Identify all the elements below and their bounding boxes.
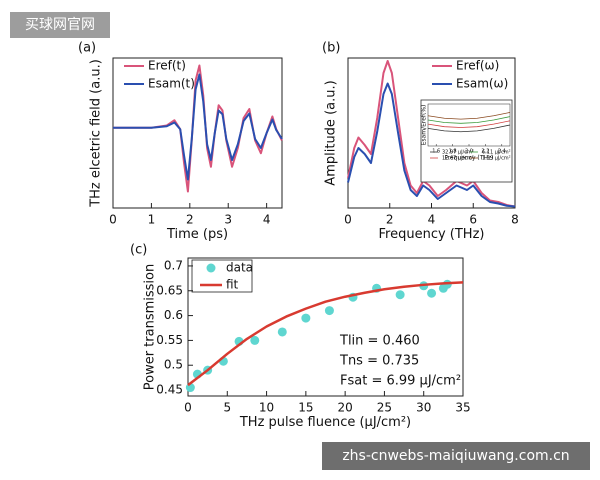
y-axis-title: Amplitude (a.u.) xyxy=(324,80,339,185)
data-point xyxy=(395,290,405,300)
legend-label: Esam(ω) xyxy=(456,77,508,91)
x-tick-label: 1 xyxy=(148,213,156,227)
x-tick-label: 2 xyxy=(386,213,394,227)
y-tick-label: 0.7 xyxy=(164,258,183,272)
panel-label: (a) xyxy=(78,41,96,56)
x-tick-label: 2.4 xyxy=(498,149,506,155)
panel-label: (b) xyxy=(322,41,340,56)
x-tick-label: 6 xyxy=(469,213,477,227)
annotation: Fsat = 6.99 μJ/cm² xyxy=(340,374,461,389)
x-tick-label: 30 xyxy=(416,401,431,415)
x-axis-title: Time (ps) xyxy=(166,227,228,242)
series-line xyxy=(347,82,516,208)
legend-label: data xyxy=(226,261,253,275)
x-tick-label: 1.8 xyxy=(449,149,457,155)
watermark: zhs-cnwebs-maiqiuwang.com.cn xyxy=(342,448,569,464)
data-point xyxy=(250,335,260,345)
watermark-box xyxy=(10,12,110,38)
y-tick-label: 0.6 xyxy=(164,308,183,322)
legend-label: fit xyxy=(226,278,239,292)
x-tick-label: 0 xyxy=(184,401,192,415)
y-tick-label: 0.55 xyxy=(156,333,183,347)
y-tick-label: 0.45 xyxy=(156,383,183,397)
x-tick-label: 2.2 xyxy=(481,149,489,155)
legend-label: 32.97 μJ/cm² xyxy=(442,150,474,156)
legend-label: Eref(t) xyxy=(148,59,186,73)
data-point xyxy=(185,383,195,393)
annotation: Tlin = 0.460 xyxy=(339,334,420,349)
x-axis-title: Frequency (THz) xyxy=(379,227,485,242)
data-point xyxy=(324,306,334,316)
x-tick-label: 20 xyxy=(338,401,353,415)
x-tick-label: 15 xyxy=(298,401,313,415)
legend-label: 12.67 μJ/cm² xyxy=(442,156,474,162)
data-point xyxy=(427,288,437,298)
x-tick-label: 4 xyxy=(428,213,436,227)
x-tick-label: 2.0 xyxy=(465,149,473,155)
series-line xyxy=(427,120,511,128)
series-line xyxy=(347,60,516,208)
y-tick-label: 0.65 xyxy=(156,283,183,297)
legend-label: 1.59 μJ/cm² xyxy=(482,156,511,162)
series-line xyxy=(427,112,511,120)
data-point xyxy=(277,327,287,337)
annotation: Tns = 0.735 xyxy=(339,354,419,369)
x-tick-label: 3 xyxy=(224,213,232,227)
plot-frame xyxy=(427,103,511,147)
plot-frame xyxy=(112,57,283,209)
legend-label: 6.11 μJ/cm² xyxy=(482,150,511,156)
x-axis-title: Frequency (THz) xyxy=(445,155,494,162)
x-tick-label: 10 xyxy=(259,401,274,415)
y-axis-title: Esam/Eref(%) xyxy=(421,105,428,146)
watermark: 买球网官网 xyxy=(25,17,95,33)
legend-label: Eref(ω) xyxy=(456,59,499,73)
x-tick-label: 25 xyxy=(377,401,392,415)
watermark-box xyxy=(322,442,590,470)
legend-swatch xyxy=(206,263,216,273)
y-axis-title: Power transmission xyxy=(143,264,158,390)
x-axis-title: THz pulse fluence (μJ/cm²) xyxy=(239,415,411,430)
x-tick-label: 0 xyxy=(109,213,117,227)
series-line xyxy=(187,281,464,387)
series-line xyxy=(427,124,511,133)
x-tick-label: 35 xyxy=(455,401,470,415)
x-tick-label: 2 xyxy=(186,213,194,227)
y-tick-label: 0.5 xyxy=(164,358,183,372)
panel-label: (c) xyxy=(130,243,147,258)
x-tick-label: 1.6 xyxy=(432,149,440,155)
legend-box xyxy=(191,259,253,293)
series-line xyxy=(113,73,283,181)
plot-frame xyxy=(187,257,464,397)
y-axis-title: THz elcetric field (a.u.) xyxy=(89,59,104,208)
x-tick-label: 5 xyxy=(223,401,231,415)
series-line xyxy=(427,116,511,124)
x-tick-label: 0 xyxy=(344,213,352,227)
data-point xyxy=(301,313,311,323)
x-tick-label: 8 xyxy=(511,213,519,227)
legend-label: Esam(t) xyxy=(148,77,195,91)
x-tick-label: 4 xyxy=(263,213,271,227)
